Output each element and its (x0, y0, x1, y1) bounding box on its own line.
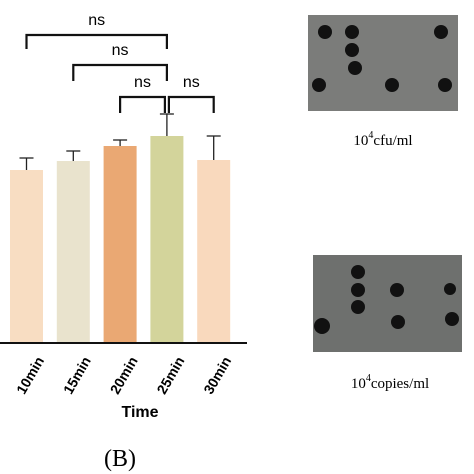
caption: (B) (104, 446, 136, 472)
blot-dots (312, 25, 452, 92)
label-unit: cfu/ml (373, 133, 412, 149)
x-tick-label: 10min (13, 354, 47, 397)
panel-label: 104copies/ml (351, 373, 429, 392)
label-base: 10 (353, 133, 368, 149)
dot-blot-image (308, 15, 458, 111)
label-exponent: 4 (368, 130, 373, 141)
x-tick-label: 25min (153, 354, 187, 397)
x-tick-label: 30min (200, 354, 234, 397)
significance-bracket (25, 33, 168, 49)
significance-label: ns (183, 74, 200, 91)
significance-label: ns (134, 74, 151, 91)
bar (10, 170, 43, 343)
significance-label: ns (112, 42, 129, 59)
bar (150, 136, 184, 343)
panel-label: 104cfu/ml (353, 130, 412, 149)
bar (56, 161, 90, 343)
significance-label: ns (88, 12, 105, 29)
significance-bracket (72, 63, 168, 81)
label-exponent: 4 (366, 373, 371, 384)
significance-bracket (167, 95, 215, 113)
label-unit: copies/ml (371, 376, 429, 392)
bar (103, 146, 137, 343)
bar (197, 160, 231, 343)
x-tick-label: 15min (60, 354, 94, 397)
blot-dots (314, 265, 459, 334)
x-tick-label: 20min (107, 354, 141, 397)
x-axis-label: Time (121, 404, 158, 421)
significance-bracket (119, 95, 166, 113)
label-base: 10 (351, 376, 366, 392)
dot-blot-image (313, 255, 462, 352)
